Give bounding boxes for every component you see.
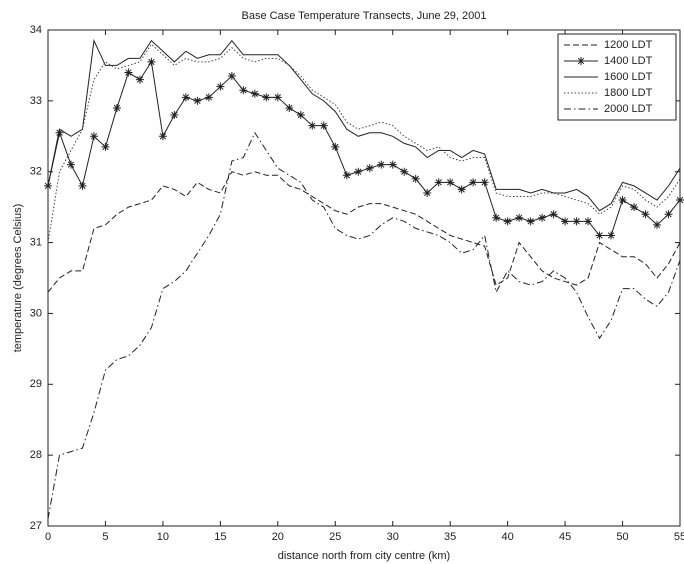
legend-label: 1400 LDT bbox=[604, 55, 653, 67]
chart-title: Base Case Temperature Transects, June 29… bbox=[242, 10, 487, 22]
series-marker bbox=[170, 111, 179, 120]
x-tick-label: 45 bbox=[559, 531, 571, 543]
series-marker bbox=[434, 178, 443, 187]
series-marker bbox=[262, 93, 271, 102]
series-marker bbox=[78, 181, 87, 190]
series-marker bbox=[538, 213, 547, 222]
legend-marker bbox=[577, 57, 585, 65]
series-marker bbox=[377, 160, 386, 169]
series-marker bbox=[239, 86, 248, 95]
series-marker bbox=[595, 231, 604, 240]
series-marker bbox=[331, 142, 340, 151]
series-marker bbox=[273, 93, 282, 102]
series-marker bbox=[411, 174, 420, 183]
series-marker bbox=[526, 217, 535, 226]
series-marker bbox=[227, 72, 236, 81]
legend-label: 2000 LDT bbox=[604, 103, 653, 115]
x-tick-label: 20 bbox=[272, 531, 284, 543]
series-marker bbox=[664, 210, 673, 219]
x-tick-label: 50 bbox=[616, 531, 628, 543]
x-tick-label: 0 bbox=[45, 531, 51, 543]
series-marker bbox=[572, 217, 581, 226]
y-tick-label: 34 bbox=[30, 24, 42, 36]
x-tick-label: 40 bbox=[502, 531, 514, 543]
series-marker bbox=[308, 121, 317, 130]
x-tick-label: 15 bbox=[214, 531, 226, 543]
series-marker bbox=[216, 82, 225, 91]
series-marker bbox=[112, 103, 121, 112]
x-tick-label: 10 bbox=[157, 531, 169, 543]
series-marker bbox=[354, 167, 363, 176]
series-marker bbox=[676, 196, 684, 205]
series-marker bbox=[124, 68, 133, 77]
series-marker bbox=[44, 181, 52, 190]
series-marker bbox=[388, 160, 397, 169]
series-line bbox=[47, 131, 681, 520]
series-marker bbox=[503, 217, 512, 226]
series-marker bbox=[342, 171, 351, 180]
x-tick-label: 35 bbox=[444, 531, 456, 543]
series-marker bbox=[204, 93, 213, 102]
series-marker bbox=[641, 210, 650, 219]
series-marker bbox=[515, 213, 524, 222]
series-marker bbox=[584, 217, 593, 226]
series-marker bbox=[549, 210, 558, 219]
series-marker bbox=[492, 213, 501, 222]
legend-label: 1800 LDT bbox=[604, 87, 653, 99]
series-line bbox=[47, 171, 681, 293]
y-tick-label: 28 bbox=[30, 449, 42, 461]
x-tick-label: 25 bbox=[329, 531, 341, 543]
y-tick-label: 32 bbox=[30, 166, 42, 178]
series-marker bbox=[561, 217, 570, 226]
legend-label: 1600 LDT bbox=[604, 71, 653, 83]
series-line bbox=[47, 38, 681, 212]
y-tick-label: 29 bbox=[30, 378, 42, 390]
legend-label: 1200 LDT bbox=[604, 39, 653, 51]
y-tick-label: 27 bbox=[30, 520, 42, 532]
x-tick-label: 30 bbox=[387, 531, 399, 543]
series-marker bbox=[630, 203, 639, 212]
series-marker bbox=[181, 93, 190, 102]
series-marker bbox=[365, 164, 374, 173]
y-tick-label: 30 bbox=[30, 307, 42, 319]
x-tick-label: 55 bbox=[674, 531, 684, 543]
series-marker bbox=[607, 231, 616, 240]
series-marker bbox=[158, 132, 167, 141]
series-marker bbox=[147, 57, 156, 66]
series-marker bbox=[618, 196, 627, 205]
series-line bbox=[47, 43, 681, 243]
x-axis-label: distance north from city centre (km) bbox=[278, 550, 450, 562]
y-tick-label: 31 bbox=[30, 236, 42, 248]
y-axis-label: temperature (degrees Celsius) bbox=[12, 204, 24, 353]
series-marker bbox=[480, 178, 489, 187]
series-marker bbox=[296, 111, 305, 120]
series-marker bbox=[101, 142, 110, 151]
series-marker bbox=[250, 89, 259, 98]
x-tick-label: 5 bbox=[102, 531, 108, 543]
series-marker bbox=[400, 167, 409, 176]
plot-frame bbox=[47, 29, 681, 527]
series-marker bbox=[423, 188, 432, 197]
y-tick-label: 33 bbox=[30, 95, 42, 107]
series-marker bbox=[66, 160, 75, 169]
series-marker bbox=[469, 178, 478, 187]
series-marker bbox=[135, 75, 144, 84]
series-marker bbox=[457, 185, 466, 194]
series-marker bbox=[193, 96, 202, 105]
series-marker bbox=[653, 220, 662, 229]
series-marker bbox=[319, 121, 328, 130]
series-marker bbox=[446, 178, 455, 187]
series-marker bbox=[285, 103, 294, 112]
series-marker bbox=[89, 132, 98, 141]
series-marker bbox=[55, 128, 64, 137]
